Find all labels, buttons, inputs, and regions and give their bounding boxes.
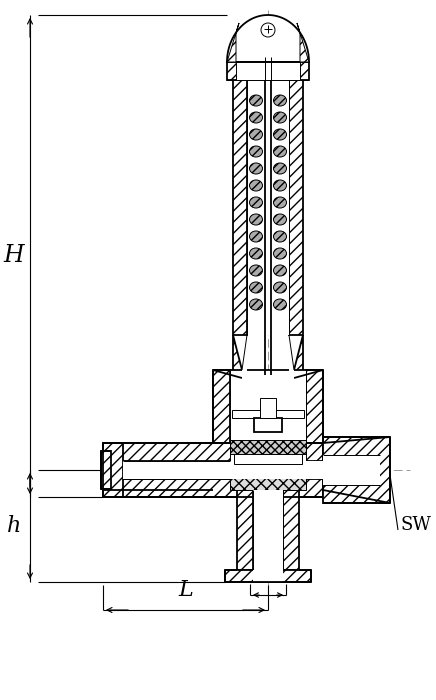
Ellipse shape bbox=[249, 248, 262, 259]
Ellipse shape bbox=[249, 146, 262, 157]
Text: L: L bbox=[178, 579, 193, 601]
Ellipse shape bbox=[273, 129, 286, 140]
Bar bbox=[213, 370, 230, 490]
Bar bbox=[236, 62, 300, 80]
Bar bbox=[237, 490, 253, 570]
Ellipse shape bbox=[273, 197, 286, 208]
Text: SW: SW bbox=[400, 516, 431, 534]
Bar bbox=[253, 490, 283, 570]
Bar bbox=[230, 440, 306, 454]
Bar bbox=[103, 443, 123, 497]
Polygon shape bbox=[297, 23, 309, 62]
Ellipse shape bbox=[273, 163, 286, 174]
Ellipse shape bbox=[273, 146, 286, 157]
Ellipse shape bbox=[273, 299, 286, 310]
Bar bbox=[232, 410, 304, 418]
Bar bbox=[230, 370, 306, 490]
Polygon shape bbox=[289, 335, 294, 378]
Ellipse shape bbox=[273, 248, 286, 259]
Ellipse shape bbox=[273, 265, 286, 276]
Bar bbox=[323, 455, 380, 485]
Ellipse shape bbox=[273, 282, 286, 293]
Bar bbox=[254, 418, 282, 432]
Polygon shape bbox=[294, 335, 303, 378]
Ellipse shape bbox=[249, 231, 262, 242]
Bar bbox=[227, 62, 309, 80]
Polygon shape bbox=[227, 23, 239, 62]
Ellipse shape bbox=[249, 163, 262, 174]
Bar bbox=[306, 370, 323, 490]
Ellipse shape bbox=[249, 112, 262, 123]
Bar bbox=[103, 479, 323, 497]
Bar bbox=[253, 570, 283, 582]
Text: h: h bbox=[7, 515, 21, 537]
Ellipse shape bbox=[249, 129, 262, 140]
Bar bbox=[260, 398, 276, 418]
Bar bbox=[233, 80, 247, 335]
Polygon shape bbox=[227, 15, 309, 62]
Bar bbox=[289, 80, 303, 335]
Bar bbox=[230, 464, 306, 490]
Bar bbox=[323, 437, 390, 503]
Ellipse shape bbox=[249, 299, 262, 310]
Ellipse shape bbox=[249, 214, 262, 225]
Bar bbox=[247, 80, 289, 335]
Polygon shape bbox=[233, 335, 242, 378]
Text: H: H bbox=[3, 244, 24, 267]
Ellipse shape bbox=[273, 231, 286, 242]
Text: DN: DN bbox=[254, 570, 282, 587]
Ellipse shape bbox=[249, 95, 262, 106]
Ellipse shape bbox=[249, 265, 262, 276]
Bar bbox=[225, 570, 311, 582]
Ellipse shape bbox=[249, 180, 262, 191]
Ellipse shape bbox=[273, 214, 286, 225]
Bar bbox=[101, 451, 111, 489]
Ellipse shape bbox=[273, 180, 286, 191]
Polygon shape bbox=[242, 335, 247, 378]
Bar bbox=[283, 490, 299, 570]
Ellipse shape bbox=[249, 282, 262, 293]
Ellipse shape bbox=[273, 95, 286, 106]
Bar bbox=[123, 461, 323, 479]
Ellipse shape bbox=[273, 112, 286, 123]
Bar bbox=[103, 443, 323, 461]
Ellipse shape bbox=[249, 197, 262, 208]
Bar bbox=[234, 454, 302, 464]
